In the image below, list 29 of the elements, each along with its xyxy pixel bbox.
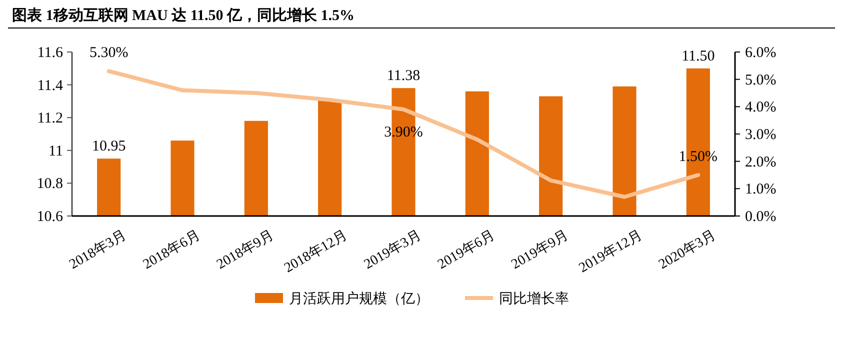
x-tick-label: 2020年3月: [656, 227, 719, 273]
y-tick-label: 11.6: [37, 45, 64, 61]
y2-tick-label: 3.0%: [745, 127, 776, 143]
x-tick-label: 2018年9月: [214, 227, 277, 273]
y2-tick-label: 1.0%: [745, 182, 776, 198]
y2-tick-label: 2.0%: [745, 154, 776, 170]
data-label: 10.95: [92, 138, 126, 155]
y-tick-label: 11: [48, 143, 63, 160]
chart-title: 图表 1移动互联网 MAU 达 11.50 亿，同比增长 1.5%: [12, 7, 354, 24]
x-tick-label: 2019年3月: [361, 227, 424, 273]
y2-tick-label: 5.0%: [745, 72, 776, 88]
x-tick-label: 2018年3月: [66, 227, 130, 273]
y2-tick-label: 4.0%: [745, 100, 776, 116]
y-tick-label: 10.8: [36, 176, 63, 192]
x-tick-label: 2019年9月: [508, 227, 572, 273]
data-label: 11.50: [682, 48, 715, 64]
x-tick-label: 2019年6月: [435, 227, 498, 273]
x-tick-label: 2018年6月: [140, 227, 203, 273]
data-label: 11.38: [386, 68, 420, 84]
data-label: 5.30%: [89, 45, 128, 62]
y-tick-label: 10.6: [36, 209, 64, 225]
y-tick-label: 11.4: [37, 78, 64, 94]
y2-tick-label: 0.0%: [745, 209, 776, 225]
x-tick-label: 2019年12月: [576, 227, 645, 276]
y-tick-label: 11.2: [37, 110, 63, 127]
legend-label: 月活跃用户规模（亿）: [289, 291, 429, 307]
y2-tick-label: 6.0%: [745, 45, 776, 61]
legend-label: 同比增长率: [499, 291, 569, 307]
x-tick-label: 2018年12月: [282, 227, 350, 276]
